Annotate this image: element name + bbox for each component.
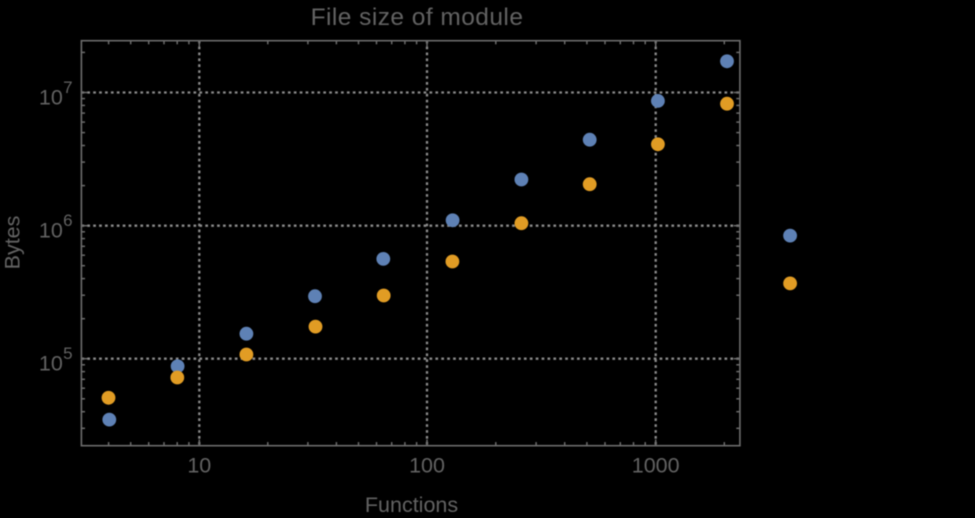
svg-text:File size of module: File size of module xyxy=(311,4,524,31)
svg-text:10: 10 xyxy=(39,219,63,243)
svg-text:10: 10 xyxy=(39,85,63,109)
svg-text:7: 7 xyxy=(63,78,72,97)
svg-text:1000: 1000 xyxy=(632,454,680,478)
svg-text:6: 6 xyxy=(63,211,72,230)
svg-text:Bytes: Bytes xyxy=(1,216,25,270)
svg-text:100: 100 xyxy=(409,454,445,478)
svg-text:Functions: Functions xyxy=(365,493,458,513)
svg-text:10: 10 xyxy=(39,352,63,376)
svg-text:10: 10 xyxy=(187,454,211,478)
svg-text:5: 5 xyxy=(63,344,72,363)
